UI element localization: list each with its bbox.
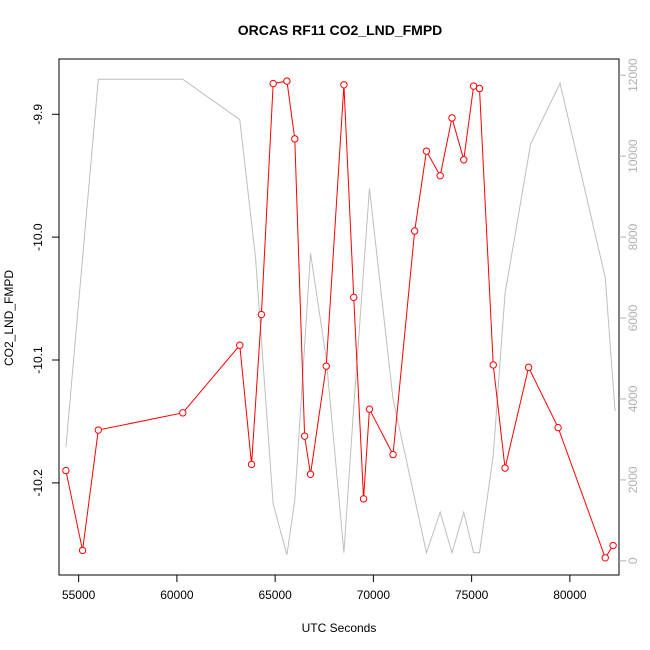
y2-tick-label: 8000: [626, 223, 640, 250]
y2-tick-label: 12000: [626, 58, 640, 92]
y2-tick-label: 6000: [626, 304, 640, 331]
data-point: [350, 293, 358, 302]
x-axis-label: UTC Seconds: [302, 621, 377, 635]
data-point: [389, 450, 397, 459]
data-point: [179, 409, 187, 417]
data-point: [475, 84, 484, 93]
data-point: [291, 135, 299, 143]
x-tick-label: 60000: [160, 588, 194, 602]
x-tick-label: 55000: [62, 588, 96, 602]
data-point: [340, 81, 348, 89]
x-axis: 55000 60000 65000 70000 75000 80000: [62, 575, 587, 602]
data-point: [269, 79, 277, 88]
data-point: [601, 554, 609, 562]
y-axis-left: -10.2 -10.1 -10.0 -9.9: [31, 104, 59, 497]
series-primary-line: [65, 80, 614, 559]
data-point: [322, 362, 330, 370]
x-tick-label: 70000: [357, 588, 391, 602]
data-point: [501, 464, 509, 472]
data-point: [306, 470, 315, 478]
data-point: [283, 77, 291, 85]
y2-tick-label: 2000: [626, 466, 640, 493]
data-point: [448, 114, 456, 122]
x-tick-label: 65000: [258, 588, 292, 602]
data-point: [257, 310, 266, 319]
series-secondary: [65, 78, 616, 555]
data-point: [300, 432, 309, 440]
y-tick-label: -9.9: [31, 104, 45, 125]
y2-tick-label: 4000: [626, 385, 640, 412]
data-point: [94, 426, 102, 434]
x-tick-label: 75000: [455, 588, 489, 602]
data-point: [524, 363, 533, 372]
data-point: [247, 460, 256, 469]
chart-title: ORCAS RF11 CO2_LND_FMPD: [238, 22, 443, 38]
data-point: [236, 341, 244, 349]
data-point: [609, 541, 617, 550]
series-primary: [62, 77, 617, 562]
plot-frame: [58, 58, 620, 576]
y-tick-label: -10.0: [31, 223, 45, 251]
data-point: [489, 361, 497, 369]
y-tick-label: -10.1: [31, 346, 45, 374]
y2-tick-label: 0: [626, 557, 640, 564]
data-point: [460, 156, 468, 164]
x-tick-label: 80000: [553, 588, 587, 602]
y-tick-label: -10.2: [31, 469, 45, 497]
data-point: [62, 466, 70, 475]
data-point: [365, 405, 374, 413]
data-point: [436, 172, 444, 180]
series-secondary-line: [65, 78, 616, 555]
data-point: [554, 423, 562, 432]
data-point: [422, 147, 431, 155]
data-point: [410, 227, 419, 235]
data-point: [78, 546, 87, 555]
y-axis-right: 0 2000 4000 6000 8000 10000 12000: [619, 58, 640, 564]
data-point: [359, 495, 368, 503]
y-axis-label: CO2_LND_FMPD: [2, 270, 16, 366]
y2-tick-label: 10000: [626, 139, 640, 173]
